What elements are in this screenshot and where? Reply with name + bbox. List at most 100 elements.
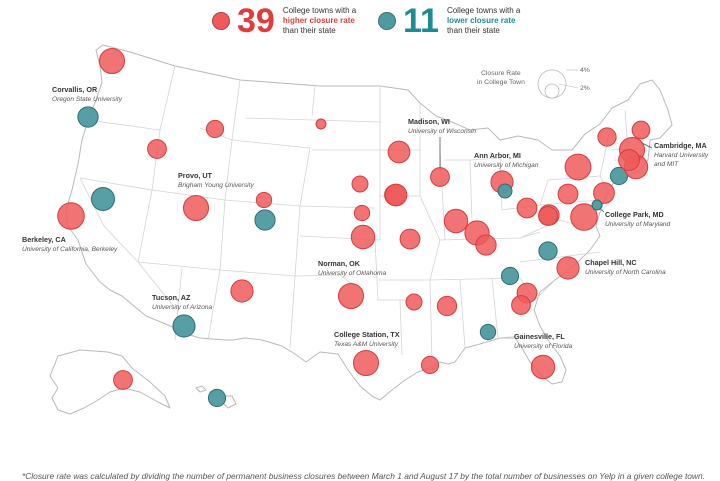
school-label-college-park: University of Maryland: [605, 221, 671, 228]
school-label-corvallis: Oregon State University: [52, 96, 123, 103]
school-label-madison: University of Wisconsin: [408, 128, 476, 135]
state-border: [219, 269, 296, 277]
town-bubble-laramie[interactable]: [255, 191, 273, 209]
town-bubble-college-park[interactable]: [570, 203, 598, 231]
state-border: [519, 251, 601, 263]
town-bubble-lafayette[interactable]: [475, 234, 497, 256]
town-bubble-lincoln[interactable]: [353, 204, 371, 222]
legend-higher-line3: than their state: [282, 26, 336, 35]
town-bubble-seattle[interactable]: [98, 47, 126, 75]
town-bubble-honolulu[interactable]: [207, 388, 227, 408]
town-bubble-corvallis[interactable]: [77, 106, 99, 128]
town-bubble-gainesville[interactable]: [530, 354, 556, 380]
state-border: [151, 189, 226, 201]
school-label-chapel-hill: University of North Carolina: [585, 269, 666, 276]
city-label-college-park: College Park, MD: [605, 210, 664, 219]
town-bubble-college-station[interactable]: [352, 349, 380, 377]
town-bubble-fayetteville[interactable]: [405, 293, 423, 311]
state-border: [374, 239, 405, 301]
state-border: [497, 335, 521, 339]
school-label-cambridge: Harvard University: [654, 152, 709, 159]
town-bubble-minneapolis[interactable]: [387, 140, 411, 164]
state-border: [79, 65, 176, 191]
school-label-tucson: University of Arizona: [152, 304, 213, 311]
state-border: [79, 177, 139, 263]
state-border: [219, 199, 226, 271]
town-bubble-new-haven[interactable]: [593, 182, 615, 204]
town-bubble-berkeley[interactable]: [57, 202, 85, 230]
city-label-provo: Provo, UT: [178, 171, 213, 180]
state-border: [491, 277, 499, 339]
legend-higher-line2: higher closure rate: [282, 16, 355, 25]
town-bubble-amherst[interactable]: [609, 166, 629, 186]
legend-higher: 39 College towns with a higher closure r…: [212, 4, 356, 38]
size-legend-tick-small: [558, 83, 579, 89]
town-bubble-knoxville[interactable]: [500, 266, 520, 286]
town-bubble-vermillion[interactable]: [351, 175, 369, 193]
town-bubble-albuquerque[interactable]: [230, 279, 254, 303]
legend-higher-text: College towns with a higher closure rate…: [283, 6, 356, 36]
legend-higher-dot: [212, 12, 230, 30]
town-bubble-charlottesville[interactable]: [538, 206, 558, 226]
city-label-college-station: College Station, TX: [334, 330, 400, 339]
legend-higher-line1: College towns with a: [282, 6, 357, 15]
town-bubbles: [57, 47, 651, 408]
school-label-berkeley: University of California, Berkeley: [22, 246, 118, 253]
legend-lower-count: 11: [403, 2, 439, 40]
town-bubble-reno[interactable]: [91, 187, 115, 211]
town-bubble-manhattan-ks[interactable]: [350, 224, 376, 250]
town-bubble-provo[interactable]: [182, 194, 210, 222]
state-border: [299, 147, 311, 207]
town-bubble-clemson[interactable]: [511, 295, 531, 315]
town-bubble-boulder[interactable]: [254, 209, 276, 231]
city-label-corvallis: Corvallis, OR: [52, 85, 98, 94]
size-legend: 4% 2% Closure Rate in College Town: [477, 67, 590, 99]
town-bubble-boise[interactable]: [147, 139, 167, 159]
state-border: [207, 269, 221, 341]
town-bubble-bozeman[interactable]: [205, 119, 225, 139]
town-bubble-tucson[interactable]: [172, 314, 196, 338]
town-bubble-oxford-ms[interactable]: [436, 295, 458, 317]
town-bubble-champaign[interactable]: [443, 208, 469, 234]
town-bubble-tuscaloosa[interactable]: [479, 323, 497, 341]
legend-lower-text: College towns with a lower closure rate …: [447, 6, 520, 36]
city-label-berkeley: Berkeley, CA: [22, 235, 66, 244]
school-label-gainesville: University of Florida: [514, 343, 573, 350]
size-legend-title-line1: Closure Rate: [481, 70, 521, 77]
town-bubble-boston-2[interactable]: [618, 149, 640, 171]
town-bubble-ithaca[interactable]: [564, 153, 592, 181]
town-labels: Corvallis, OR Oregon State University Berk…: [22, 85, 709, 350]
alaska-outline: [49, 349, 171, 415]
town-bubble-madison[interactable]: [430, 167, 450, 187]
town-bubble-east-lansing[interactable]: [497, 183, 513, 199]
town-bubble-norman[interactable]: [337, 282, 365, 310]
town-bubble-baltimore-dot[interactable]: [591, 199, 603, 211]
city-label-tucson: Tucson, AZ: [152, 293, 191, 302]
state-borders: [79, 65, 641, 363]
town-bubble-burlington[interactable]: [597, 127, 617, 147]
town-bubble-state-college[interactable]: [557, 183, 579, 205]
size-legend-value-large: 4%: [580, 67, 590, 74]
legend-lower: 11 College towns with a lower closure ra…: [378, 4, 520, 38]
state-border: [294, 274, 356, 287]
town-bubble-fargo[interactable]: [315, 118, 327, 130]
footnote: *Closure rate was calculated by dividing…: [22, 471, 705, 481]
town-bubble-hanover[interactable]: [631, 120, 651, 140]
town-bubble-iowa-city[interactable]: [384, 183, 408, 207]
state-border: [399, 299, 403, 356]
town-bubble-columbia-mo[interactable]: [399, 228, 421, 250]
city-label-chapel-hill: Chapel Hill, NC: [585, 258, 637, 267]
city-label-madison: Madison, WI: [408, 117, 450, 126]
state-border: [459, 279, 466, 349]
town-bubble-anchorage[interactable]: [113, 370, 133, 390]
state-border: [231, 79, 241, 141]
town-bubble-blacksburg[interactable]: [538, 241, 558, 261]
state-border: [244, 117, 381, 123]
legend-higher-count: 39: [237, 2, 275, 40]
town-bubble-chapel-hill[interactable]: [556, 256, 580, 280]
city-label-ann-arbor: Ann Arbor, MI: [474, 151, 521, 160]
town-bubble-baton-rouge[interactable]: [420, 355, 440, 375]
legend-lower-line2: lower closure rate: [446, 16, 516, 25]
town-bubble-columbus[interactable]: [516, 197, 538, 219]
